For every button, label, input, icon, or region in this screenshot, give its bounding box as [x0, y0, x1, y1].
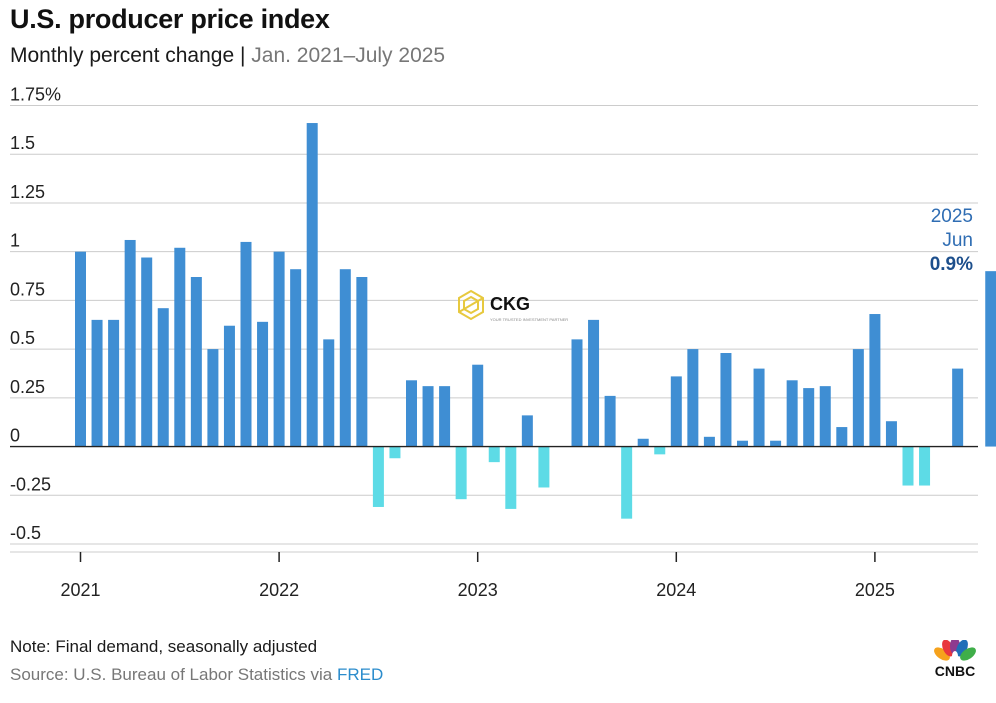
bar [207, 349, 219, 447]
cnbc-peacock-icon [934, 640, 976, 661]
bar [372, 446, 384, 507]
bar [869, 314, 881, 447]
bar [952, 368, 964, 447]
y-axis-labels: 1.75% 1.5 1.25 1 0.75 0.5 0.25 0 -0.25 -0.5 [10, 85, 61, 544]
bar [819, 386, 831, 447]
bar [223, 325, 235, 447]
ckg-logo-tagline: YOUR TRUSTED INVESTMENT PARTNER [490, 317, 568, 322]
bar [290, 269, 302, 447]
bar [703, 436, 715, 447]
bar [356, 277, 368, 447]
bar [190, 277, 202, 447]
bar [687, 349, 699, 447]
chart-source: Source: U.S. Bureau of Labor Statistics … [10, 665, 383, 685]
source-link-fred[interactable]: FRED [336, 665, 384, 684]
source-text: Source: U.S. Bureau of Labor Statistics … [10, 665, 333, 684]
bar [538, 446, 550, 488]
bar [488, 446, 500, 463]
cnbc-logo-text: CNBC [934, 663, 976, 679]
bar [654, 446, 666, 455]
bar [505, 446, 517, 509]
bar [803, 388, 815, 447]
bar [670, 376, 682, 447]
subtitle-main: Monthly percent change | [10, 44, 246, 67]
bar [836, 427, 848, 447]
chart-note: Note: Final demand, seasonally adjusted [10, 637, 318, 656]
bar [124, 239, 136, 447]
bar [919, 446, 931, 486]
bars [75, 123, 996, 519]
callout-year: 2025 [931, 206, 973, 227]
bar [406, 380, 417, 447]
bar [422, 386, 434, 447]
bar [439, 386, 451, 447]
bar [588, 319, 600, 447]
y-tick-label: 0.25 [10, 377, 45, 397]
bar [621, 446, 633, 519]
bar [852, 349, 864, 447]
bar [323, 339, 335, 447]
bar [637, 438, 649, 447]
y-tick-label: 1.5 [10, 133, 35, 153]
x-axis: 2021 2022 2023 2024 2025 [60, 552, 895, 600]
y-tick-label: 1.25 [10, 182, 45, 202]
bar [521, 415, 533, 447]
callout-value: 0.9% [930, 254, 973, 275]
bar [306, 123, 318, 447]
bar [108, 319, 120, 447]
x-tick-label: 2023 [458, 580, 498, 600]
bar [339, 269, 351, 447]
bar [273, 251, 285, 447]
x-tick-label: 2022 [259, 580, 299, 600]
bar [174, 247, 186, 447]
bar [571, 339, 583, 447]
bar [737, 440, 748, 447]
y-tick-label: 1.75% [10, 85, 61, 105]
bar [91, 319, 103, 447]
bar [240, 241, 252, 447]
bar [455, 446, 467, 500]
y-tick-label: 0.5 [10, 328, 35, 348]
bar [753, 368, 765, 447]
bar [141, 257, 153, 447]
subtitle-range: Jan. 2021–July 2025 [251, 44, 446, 67]
bar [157, 308, 169, 447]
y-tick-label: 0.75 [10, 279, 45, 299]
bar [770, 440, 782, 447]
y-tick-label: 0 [10, 426, 20, 446]
bar [257, 321, 269, 447]
bar [604, 395, 616, 447]
chart-subtitle: Monthly percent change | Jan. 2021–July … [10, 44, 445, 68]
ckg-logo-icon [458, 289, 484, 321]
callout-month: Jun [942, 230, 973, 251]
x-tick-label: 2021 [60, 580, 100, 600]
gridlines [10, 105, 978, 553]
y-tick-label: 1 [10, 231, 20, 251]
chart-title: U.S. producer price index [10, 4, 330, 34]
x-tick-label: 2025 [855, 580, 895, 600]
bar [985, 271, 996, 447]
x-tick-label: 2024 [656, 580, 696, 600]
ckg-watermark: CKG YOUR TRUSTED INVESTMENT PARTNER [458, 289, 568, 322]
bar [786, 380, 798, 447]
bar [885, 421, 897, 447]
bar [389, 446, 401, 459]
bar [902, 446, 914, 486]
bar [472, 364, 484, 447]
latest-value-callout: 2025 Jun 0.9% [930, 206, 973, 275]
y-tick-label: -0.25 [10, 474, 51, 494]
bar [75, 251, 86, 447]
y-tick-label: -0.5 [10, 523, 41, 543]
bar [720, 353, 732, 447]
ckg-logo-text: CKG [490, 294, 530, 314]
